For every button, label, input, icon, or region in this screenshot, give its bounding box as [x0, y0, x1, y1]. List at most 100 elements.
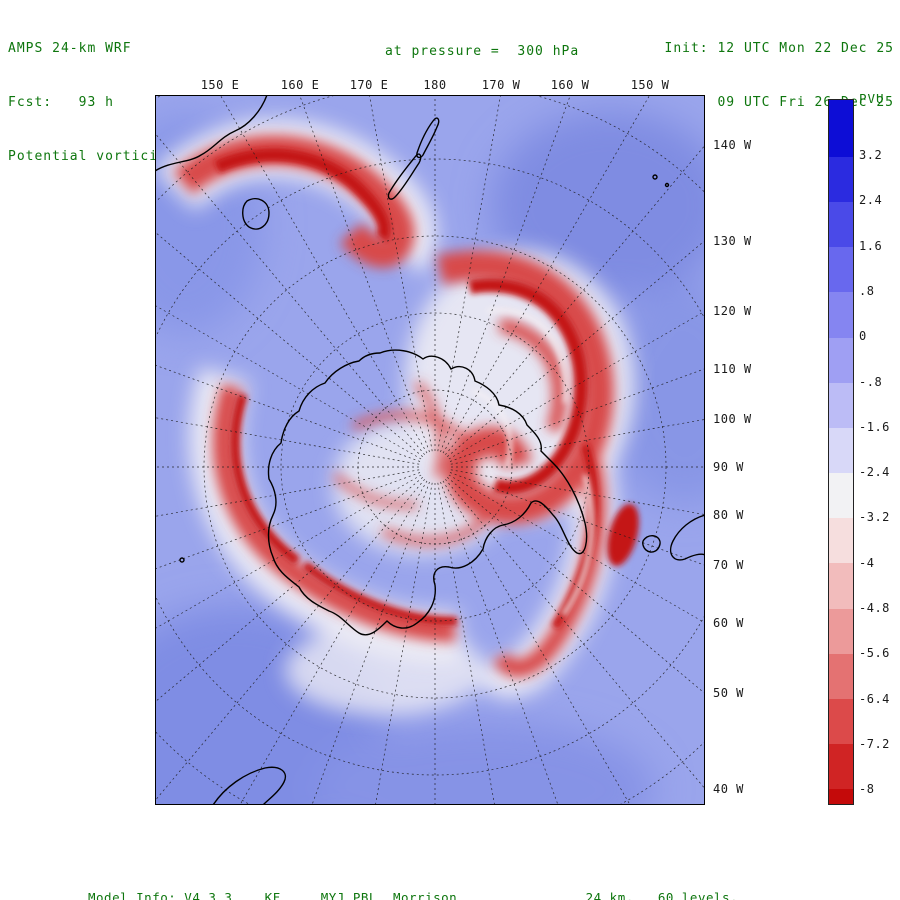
colorbar-tick-label: -4.8 — [859, 601, 890, 615]
meridian-line — [219, 95, 428, 454]
colorbar-tick-label: -.8 — [859, 374, 883, 389]
meridian-line — [447, 477, 705, 695]
meridian-label-right: 80 W — [713, 508, 744, 522]
meridian-label-top: 150 W — [630, 78, 670, 92]
model-info-line1: Model Info: V4.3.3 KF MYJ PBL Morrison 2… — [88, 890, 739, 900]
colorbar-segment — [829, 382, 853, 428]
bottom-coast-fragment — [212, 766, 286, 805]
colorbar-tick-label: -5.6 — [859, 646, 890, 661]
colorbar-tick-label: -3.2 — [859, 510, 890, 525]
coastlines — [155, 95, 705, 805]
colorbar-tick-label: -7.2 — [859, 736, 890, 751]
colorbar-segment — [829, 427, 853, 474]
colorbar-segment — [829, 608, 853, 654]
meridian-line — [155, 304, 422, 460]
meridian-line — [442, 95, 651, 454]
colorbar-segment — [829, 202, 853, 248]
colorbar-segment — [829, 518, 853, 564]
colorbar-tick-label: 1.6 — [859, 238, 883, 253]
islet — [179, 557, 185, 563]
meridian-label-right: 110 W — [713, 362, 752, 376]
australia-coastline — [155, 95, 268, 172]
islet — [664, 182, 670, 188]
pv-field-map — [155, 95, 705, 805]
colorbar-tick-label: 0 — [859, 329, 867, 344]
model-title: AMPS 24-km WRF — [8, 41, 132, 56]
meridian-line — [450, 419, 705, 465]
graticule-grid — [155, 95, 705, 805]
meridian-line — [155, 477, 423, 703]
latitude-circle — [155, 158, 705, 776]
colorbar-tick-label: 2.4 — [859, 193, 883, 208]
meridian-line — [299, 95, 430, 453]
colorbar-tick-label: -6.4 — [859, 691, 890, 706]
meridian-line — [448, 474, 705, 624]
meridian-label-right: 100 W — [713, 412, 752, 426]
pv-field-layers — [155, 95, 705, 805]
meridian-label-right: 130 W — [713, 234, 752, 248]
colorbar-segment — [829, 292, 853, 338]
forecast-hour: Fcst: 93 h — [8, 95, 114, 110]
meridian-label-top: 160 W — [550, 78, 590, 92]
meridian-line — [155, 469, 420, 517]
tierra-del-fuego-islet — [642, 535, 661, 553]
islet — [652, 174, 658, 180]
colorbar-tick-label: 3.2 — [859, 148, 883, 162]
meridian-label-top: 170 W — [481, 78, 521, 92]
colorbar-segment — [829, 744, 853, 790]
colorbar-tick-label: -4 — [859, 555, 875, 570]
model-info: Model Info: V4.3.3 KF MYJ PBL Morrison 2… — [88, 858, 738, 900]
colorbar-segment — [829, 337, 853, 383]
colorbar-segment — [829, 156, 853, 203]
meridian-label-top: 180 — [423, 78, 447, 92]
meridian-line — [155, 364, 421, 462]
meridian-label-right: 60 W — [713, 616, 744, 630]
colorbar-units-label: PVU — [859, 91, 885, 106]
meridian-line — [155, 132, 425, 455]
new-zealand-south-island — [387, 153, 422, 200]
colorbar-tick-label: -1.6 — [859, 419, 890, 434]
field-name: Potential vorticity — [8, 149, 176, 164]
meridian-line — [369, 95, 433, 452]
meridian-line — [450, 469, 705, 515]
meridian-line — [442, 480, 631, 805]
init-time: Init: 12 UTC Mon 22 Dec 25 — [664, 41, 894, 56]
meridian-label-right: 70 W — [713, 558, 744, 572]
meridian-line — [445, 479, 705, 790]
meridian-line — [440, 95, 571, 453]
meridian-label-top: 160 E — [280, 78, 320, 92]
latitude-circle — [357, 389, 513, 545]
meridian-line — [311, 481, 430, 805]
colorbar-segment — [829, 473, 853, 519]
colorbar-segment — [829, 698, 853, 745]
meridian-label-right: 40 W — [713, 782, 744, 796]
south-america-coastline — [669, 514, 705, 561]
meridian-label-right: 50 W — [713, 686, 744, 700]
colorbar-segment — [829, 653, 853, 699]
meridian-label-right: 140 W — [713, 138, 752, 152]
meridian-line — [440, 481, 559, 805]
colorbar-segment — [829, 563, 853, 609]
meridian-line — [155, 479, 425, 802]
tasmania-coastline — [242, 197, 270, 230]
meridian-line — [445, 144, 705, 455]
header-left: AMPS 24-km WRF Fcst: 93 h Potential vort… — [8, 4, 176, 202]
colorbar-segment — [829, 247, 853, 293]
antarctica-coastline — [267, 349, 588, 636]
meridian-line — [155, 231, 423, 457]
latitude-circle — [203, 235, 667, 699]
meridian-line — [155, 474, 422, 630]
meridian-line — [449, 472, 705, 566]
colorbar-segment — [829, 100, 853, 157]
meridian-label-top: 150 E — [200, 78, 240, 92]
latitude-circle — [280, 312, 590, 622]
meridian-line — [448, 310, 705, 460]
meridian-line — [155, 472, 421, 570]
meridian-line — [437, 95, 501, 452]
meridian-line — [437, 482, 495, 805]
colorbar-tick-label: -2.4 — [859, 465, 890, 480]
pv-map — [155, 95, 705, 805]
meridian-line — [447, 239, 705, 457]
meridian-line — [449, 368, 705, 462]
